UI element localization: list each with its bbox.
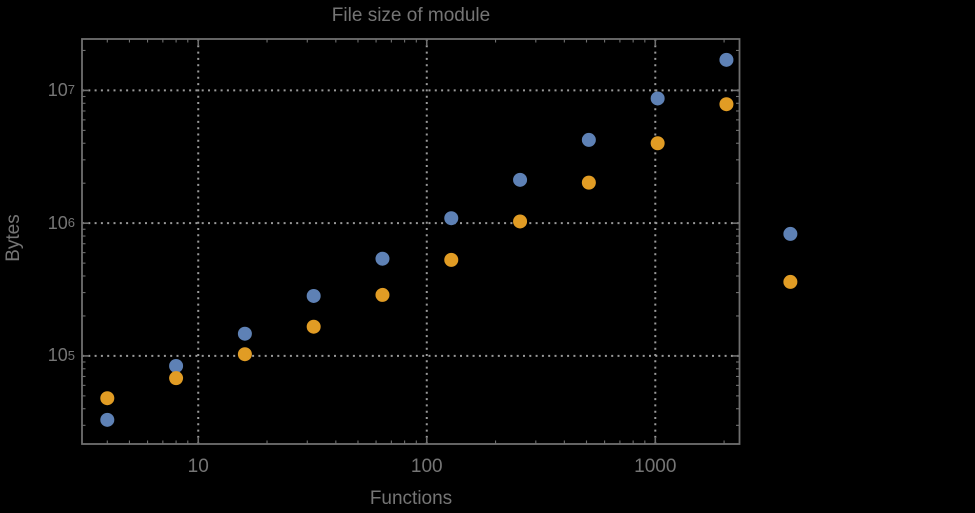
data-point-series-1 xyxy=(100,412,115,427)
data-point-series-2 xyxy=(306,319,321,334)
data-point-series-2 xyxy=(169,371,184,386)
x-axis-label: Functions xyxy=(369,488,453,509)
data-point-series-2 xyxy=(783,274,798,289)
data-point-series-1 xyxy=(444,211,459,226)
y-tick-label-10e5: 10 5 xyxy=(47,345,75,366)
data-point-series-1 xyxy=(169,358,184,373)
x-tick-label-1000: 1000 xyxy=(634,456,677,477)
y-tick-label-10e7: 10 7 xyxy=(47,79,75,100)
plot-frame xyxy=(81,38,741,445)
data-point-series-2 xyxy=(719,97,734,112)
data-point-series-1 xyxy=(581,132,596,147)
data-point-series-2 xyxy=(100,391,115,406)
data-point-series-1 xyxy=(650,91,665,106)
x-tick-label-10: 10 xyxy=(187,456,209,477)
data-point-series-1 xyxy=(783,226,798,241)
data-point-series-1 xyxy=(237,326,252,341)
data-point-series-2 xyxy=(237,347,252,362)
data-point-series-2 xyxy=(444,252,459,267)
data-point-series-1 xyxy=(719,52,734,67)
x-tick-label-100: 100 xyxy=(410,456,443,477)
data-point-series-2 xyxy=(581,175,596,190)
data-point-series-2 xyxy=(650,136,665,151)
data-point-series-1 xyxy=(375,251,390,266)
data-point-series-2 xyxy=(513,214,528,229)
data-point-series-2 xyxy=(375,287,390,302)
y-tick-label-10e6: 10 6 xyxy=(47,212,75,233)
data-point-series-1 xyxy=(513,172,528,187)
data-point-series-1 xyxy=(306,288,321,303)
chart-title: File size of module xyxy=(331,5,491,26)
